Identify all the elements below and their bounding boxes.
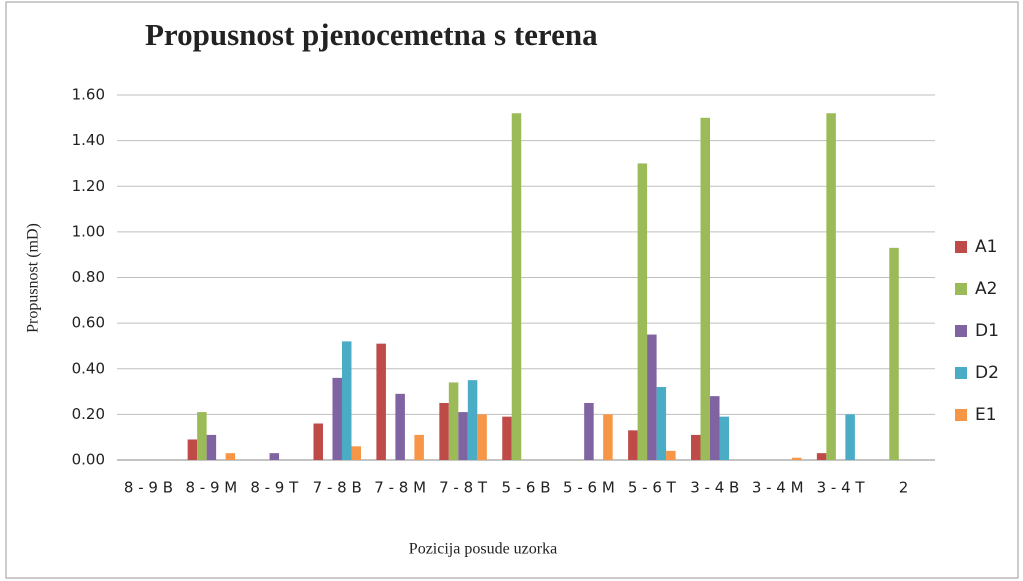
bar (477, 414, 487, 460)
x-tick-label: 3 - 4 M (752, 479, 804, 497)
x-axis-label: Pozicija posude uzorka (409, 541, 557, 558)
y-tick-label: 0.00 (72, 451, 105, 469)
y-tick-label: 0.60 (72, 314, 105, 332)
x-tick-label: 5 - 6 T (628, 479, 677, 497)
bar (341, 341, 352, 460)
bar (647, 334, 657, 460)
bar (511, 113, 522, 460)
legend-swatch (955, 241, 967, 253)
legend-swatch (955, 367, 967, 379)
legend-label: D2 (975, 363, 999, 383)
x-tick-label: 7 - 8 B (313, 479, 362, 497)
bar (656, 387, 667, 460)
bar (332, 377, 342, 460)
bar (395, 393, 405, 460)
bar (206, 434, 217, 460)
bar (458, 412, 468, 460)
bar (269, 453, 280, 460)
x-tick-label: 8 - 9 M (186, 479, 238, 497)
y-tick-label: 0.40 (72, 359, 105, 377)
legend-label: E1 (975, 405, 997, 425)
bar (414, 434, 424, 460)
x-tick-label: 5 - 6 M (563, 479, 615, 497)
x-tick-label: 2 (899, 479, 909, 497)
bar (791, 457, 802, 460)
y-tick-label: 1.60 (72, 86, 105, 104)
bar (225, 453, 236, 460)
legend-label: D1 (975, 321, 999, 341)
bar (187, 439, 198, 460)
bar (584, 402, 594, 460)
x-tick-label: 8 - 9 T (250, 479, 299, 497)
y-tick-label: 1.20 (72, 177, 105, 195)
bar (691, 434, 701, 460)
x-tick-label: 7 - 8 T (439, 479, 488, 497)
y-tick-label: 0.20 (72, 405, 105, 423)
legend-label: A2 (975, 279, 997, 299)
bar (603, 414, 613, 460)
bar (666, 450, 676, 460)
legend-swatch (955, 325, 967, 337)
bar (197, 412, 207, 460)
bar (448, 382, 459, 460)
bar (502, 416, 512, 460)
bar (439, 402, 449, 460)
bar (710, 396, 720, 460)
x-tick-label: 3 - 4 B (690, 479, 739, 497)
chart-title: Propusnost pjenocemetna s terena (145, 17, 598, 52)
bar (719, 416, 730, 460)
bar (351, 446, 361, 460)
y-tick-label: 1.00 (72, 222, 105, 240)
bar (376, 343, 386, 460)
bar (816, 453, 827, 460)
bar (889, 247, 899, 460)
bar (845, 414, 855, 460)
legend-label: A1 (975, 237, 997, 257)
bar (637, 163, 648, 460)
y-tick-label: 1.40 (72, 131, 105, 149)
bar (628, 430, 638, 460)
x-tick-label: 8 - 9 B (124, 479, 173, 497)
bar (826, 113, 836, 460)
x-tick-label: 3 - 4 T (817, 479, 866, 497)
bar (467, 380, 478, 460)
bar (313, 423, 323, 460)
y-tick-label: 0.80 (72, 268, 105, 286)
bar (700, 117, 711, 460)
legend-swatch (955, 283, 967, 295)
y-axis-label: Propusnost (mD) (25, 223, 42, 333)
x-tick-label: 7 - 8 M (374, 479, 426, 497)
x-tick-label: 5 - 6 B (501, 479, 550, 497)
legend-swatch (955, 409, 967, 421)
